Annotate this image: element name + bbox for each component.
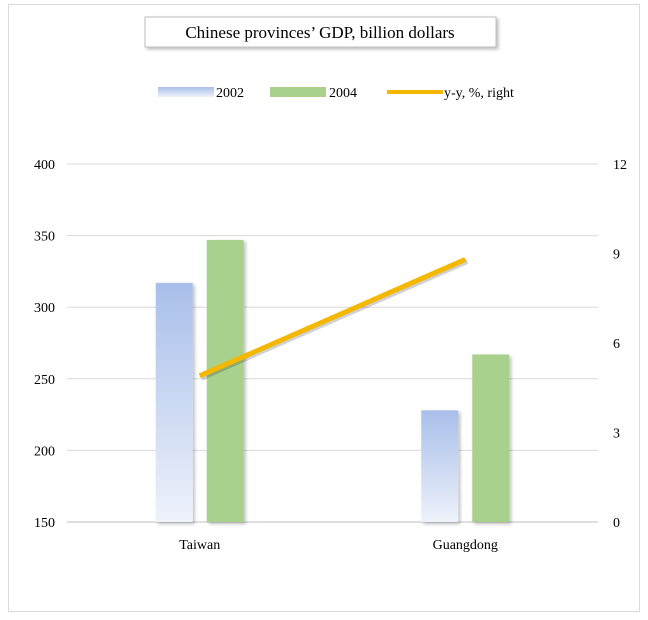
y-right-tick-label: 9	[613, 248, 620, 263]
legend-label-yy: y-y, %, right	[444, 86, 514, 101]
bar-2002-taiwan	[155, 282, 193, 522]
y-right-tick-label: 12	[613, 158, 627, 173]
legend: 2002 2004 y-y, %, right	[158, 86, 514, 101]
chart-title: Chinese provinces’ GDP, billion dollars	[185, 23, 454, 42]
y-left-tick-label: 150	[34, 516, 55, 531]
x-tick-label: Guangdong	[433, 538, 498, 553]
yy-line	[198, 257, 469, 381]
y-right-tick-label: 6	[613, 337, 620, 352]
legend-label-2004: 2004	[329, 86, 357, 101]
y-right-tick-label: 3	[613, 427, 620, 442]
bar-2004-guangdong	[472, 354, 510, 522]
legend-swatch-2004	[270, 87, 326, 97]
chart-frame	[8, 4, 640, 612]
x-tick-label: Taiwan	[179, 538, 220, 553]
legend-label-2002: 2002	[216, 86, 244, 101]
yy-line-shadow	[200, 259, 469, 381]
y-left-tick-label: 250	[34, 373, 55, 388]
bar-2002-guangdong	[421, 410, 459, 522]
y-axis-right: 0 3 6 9 12	[613, 158, 627, 531]
y-left-tick-label: 200	[34, 444, 55, 459]
gridlines	[67, 163, 598, 523]
bar-2004-taiwan	[206, 239, 244, 522]
x-axis-labels: Taiwan Guangdong	[179, 538, 498, 553]
yy-line-path	[198, 257, 467, 379]
y-left-tick-label: 300	[34, 301, 55, 316]
title-box	[144, 16, 497, 48]
legend-swatch-2002	[158, 87, 214, 97]
y-right-tick-label: 0	[613, 516, 620, 531]
y-left-tick-label: 350	[34, 230, 55, 245]
y-axis-left: 150 200 250 300 350 400	[34, 158, 55, 531]
bars	[155, 239, 510, 522]
y-left-tick-label: 400	[34, 158, 55, 173]
